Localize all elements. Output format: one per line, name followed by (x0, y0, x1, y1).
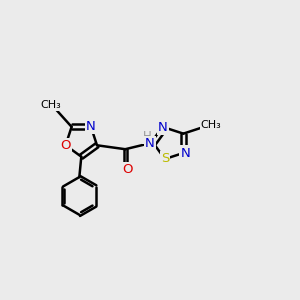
Text: N: N (86, 120, 96, 133)
Text: S: S (161, 152, 169, 166)
Text: N: N (145, 137, 154, 150)
Text: H: H (143, 130, 152, 143)
Text: O: O (123, 163, 133, 176)
Text: N: N (158, 121, 168, 134)
Text: CH₃: CH₃ (200, 120, 221, 130)
Text: O: O (60, 139, 71, 152)
Text: N: N (180, 146, 190, 160)
Text: CH₃: CH₃ (40, 100, 61, 110)
